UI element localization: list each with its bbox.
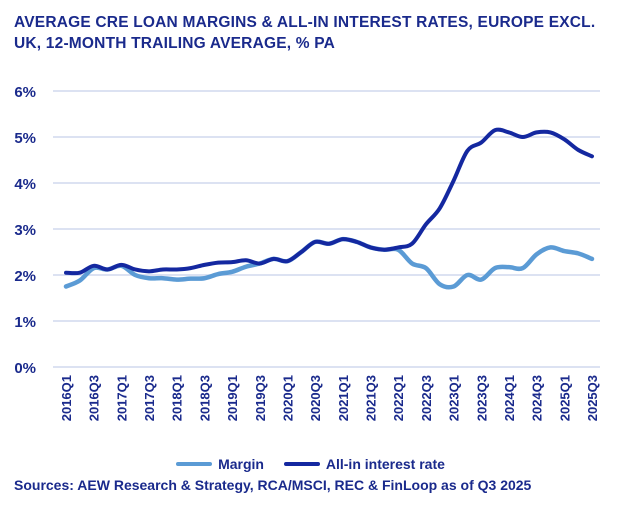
source-note: Sources: AEW Research & Strategy, RCA/MS… xyxy=(14,477,532,493)
x-tick-label: 2025Q1 xyxy=(557,375,572,421)
x-tick-label: 2018Q3 xyxy=(197,375,212,421)
x-tick-label: 2021Q1 xyxy=(336,375,351,421)
x-tick-label: 2020Q3 xyxy=(308,375,323,421)
legend-swatch-margin xyxy=(176,462,213,466)
y-tick-label: 3% xyxy=(14,222,36,239)
legend-swatch-interest xyxy=(283,462,320,466)
y-tick-label: 1% xyxy=(14,314,36,331)
y-tick-label: 5% xyxy=(14,130,36,147)
chart-title: AVERAGE CRE LOAN MARGINS & ALL-IN INTERE… xyxy=(14,14,596,52)
y-tick-label: 2% xyxy=(14,268,36,285)
y-tick-label: 4% xyxy=(14,176,36,193)
x-tick-label: 2024Q3 xyxy=(530,375,545,421)
legend: Margin All-in interest rate xyxy=(0,453,621,472)
x-tick-label: 2018Q1 xyxy=(170,375,185,421)
x-tick-label: 2021Q3 xyxy=(364,375,379,421)
legend-item-margin: Margin xyxy=(176,456,264,472)
y-tick-label: 0% xyxy=(14,360,36,377)
x-tick-label: 2016Q3 xyxy=(87,375,102,421)
series-line-all-in-interest-rate xyxy=(64,127,594,276)
x-tick-label: 2019Q3 xyxy=(253,375,268,421)
legend-item-interest: All-in interest rate xyxy=(283,456,445,472)
y-tick-label: 6% xyxy=(14,84,36,101)
x-tick-label: 2017Q1 xyxy=(114,375,129,421)
x-tick-label: 2025Q3 xyxy=(585,375,600,421)
x-tick-label: 2023Q1 xyxy=(447,375,462,421)
x-tick-label: 2016Q1 xyxy=(59,375,74,421)
x-tick-label: 2024Q1 xyxy=(502,375,517,421)
x-tick-label: 2022Q1 xyxy=(391,375,406,421)
x-tick-label: 2022Q3 xyxy=(419,375,434,421)
legend-label-margin: Margin xyxy=(218,456,264,472)
x-tick-label: 2023Q3 xyxy=(474,375,489,421)
line-chart: 0% 1% 2% 3% 4% 5% 6% 2016Q1 2016Q3 2017Q1 2017Q3 20… xyxy=(14,84,600,421)
series-line-margin xyxy=(63,236,595,290)
x-tick-label: 2020Q1 xyxy=(280,375,295,421)
legend-label-interest: All-in interest rate xyxy=(325,456,445,472)
x-tick-label: 2019Q1 xyxy=(225,375,240,421)
x-tick-label: 2017Q3 xyxy=(142,375,157,421)
